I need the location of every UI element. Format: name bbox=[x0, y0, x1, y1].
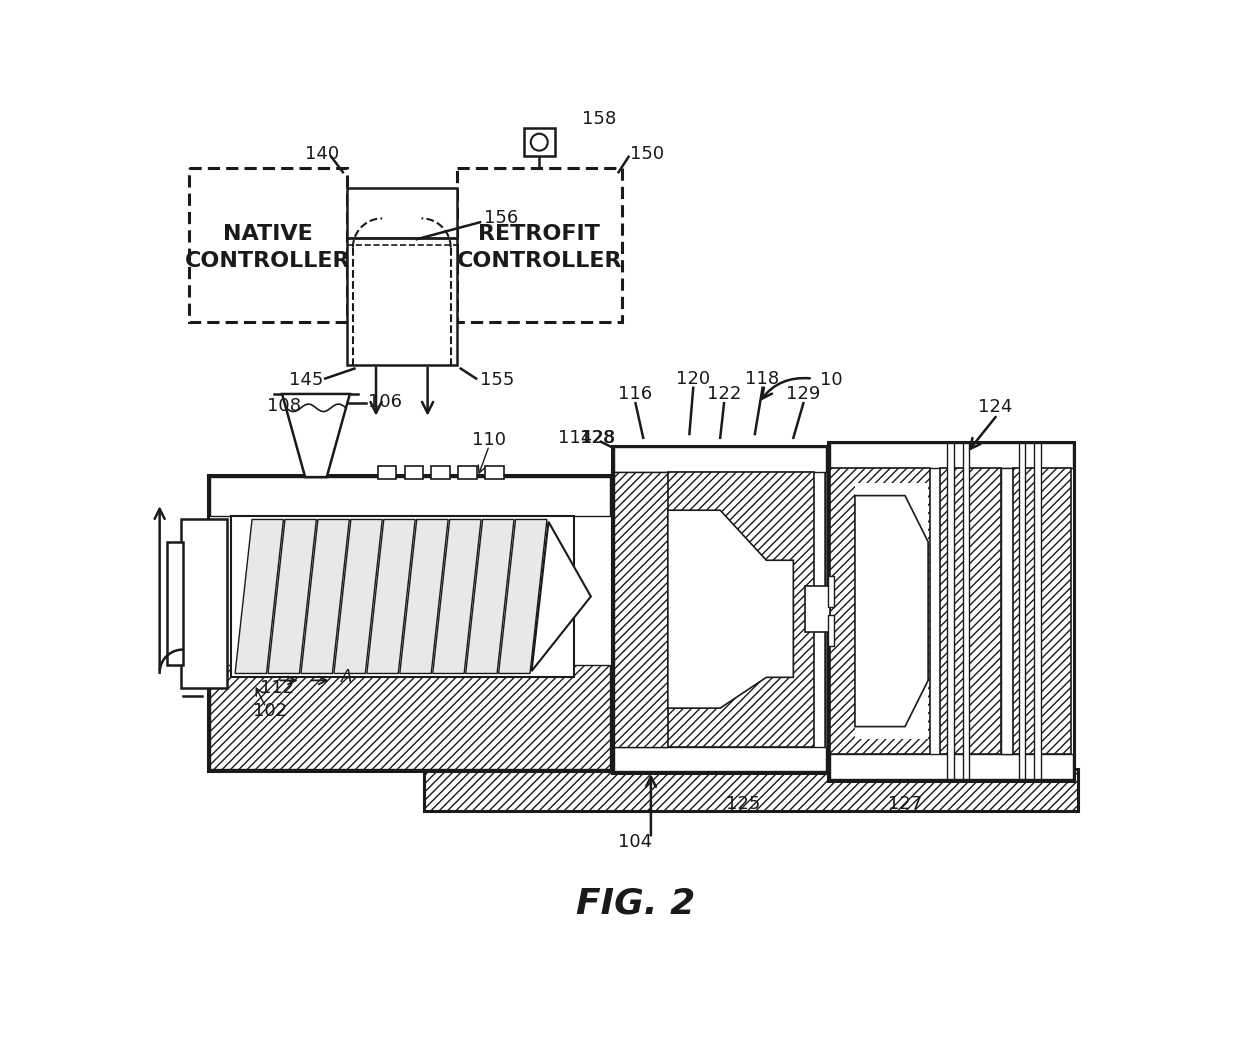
Polygon shape bbox=[433, 520, 481, 673]
Bar bbox=[167, 542, 182, 665]
Text: 102: 102 bbox=[253, 702, 286, 720]
Bar bbox=[1001, 468, 1013, 754]
Text: NATIVE: NATIVE bbox=[222, 224, 312, 244]
Polygon shape bbox=[236, 520, 284, 673]
Text: 125: 125 bbox=[727, 795, 760, 813]
Bar bbox=[830, 468, 930, 754]
Polygon shape bbox=[334, 520, 382, 673]
Bar bbox=[404, 466, 423, 480]
Text: 114: 114 bbox=[558, 428, 593, 447]
Text: 116: 116 bbox=[619, 385, 652, 403]
Bar bbox=[828, 576, 835, 607]
Bar bbox=[347, 188, 456, 364]
Text: 106: 106 bbox=[368, 393, 402, 411]
Text: 127: 127 bbox=[888, 795, 923, 813]
Bar bbox=[613, 445, 828, 773]
Bar bbox=[940, 468, 1001, 754]
Bar bbox=[962, 443, 968, 779]
Text: 150: 150 bbox=[630, 146, 665, 164]
Polygon shape bbox=[854, 496, 928, 727]
Text: 140: 140 bbox=[305, 146, 339, 164]
Text: 104: 104 bbox=[619, 833, 652, 852]
Bar bbox=[828, 442, 1074, 780]
Bar bbox=[208, 475, 613, 772]
Bar bbox=[830, 754, 1073, 779]
Text: 110: 110 bbox=[472, 432, 506, 449]
Bar bbox=[211, 477, 610, 516]
Polygon shape bbox=[466, 520, 515, 673]
Polygon shape bbox=[854, 483, 928, 739]
Bar bbox=[830, 443, 1073, 468]
Bar bbox=[459, 466, 477, 480]
Text: 10: 10 bbox=[821, 371, 843, 390]
Text: 128: 128 bbox=[582, 428, 616, 447]
Circle shape bbox=[531, 133, 548, 150]
Bar bbox=[424, 769, 1079, 812]
Bar bbox=[1034, 443, 1040, 779]
Text: 158: 158 bbox=[582, 110, 616, 128]
Text: 129: 129 bbox=[786, 385, 821, 403]
Polygon shape bbox=[281, 394, 350, 477]
Bar bbox=[377, 466, 396, 480]
Bar bbox=[614, 471, 668, 747]
Text: 120: 120 bbox=[676, 370, 711, 387]
Polygon shape bbox=[532, 522, 590, 671]
Bar bbox=[614, 447, 826, 471]
Bar bbox=[614, 747, 826, 772]
Text: 156: 156 bbox=[484, 209, 518, 228]
Text: 155: 155 bbox=[480, 371, 515, 390]
Bar bbox=[485, 466, 503, 480]
Bar bbox=[668, 471, 815, 747]
Bar bbox=[211, 665, 610, 769]
Text: 122: 122 bbox=[707, 385, 742, 403]
Bar bbox=[181, 519, 227, 688]
Text: 145: 145 bbox=[289, 371, 324, 390]
Text: 118: 118 bbox=[745, 370, 780, 387]
Bar bbox=[1013, 468, 1070, 754]
Bar bbox=[231, 516, 574, 677]
Polygon shape bbox=[367, 520, 415, 673]
Bar bbox=[188, 168, 347, 322]
Polygon shape bbox=[668, 510, 794, 708]
Text: 128: 128 bbox=[580, 428, 614, 447]
Bar bbox=[828, 615, 835, 646]
Text: 112: 112 bbox=[260, 679, 295, 697]
Polygon shape bbox=[399, 520, 448, 673]
Text: FIG. 2: FIG. 2 bbox=[575, 886, 696, 921]
Text: CONTROLLER: CONTROLLER bbox=[185, 251, 350, 271]
Text: 108: 108 bbox=[267, 397, 300, 415]
Polygon shape bbox=[301, 520, 350, 673]
Bar bbox=[947, 443, 954, 779]
Text: A: A bbox=[341, 668, 352, 686]
Polygon shape bbox=[268, 520, 316, 673]
Text: RETROFIT: RETROFIT bbox=[479, 224, 600, 244]
Text: 124: 124 bbox=[978, 398, 1013, 416]
Text: CONTROLLER: CONTROLLER bbox=[456, 251, 622, 271]
Bar bbox=[456, 168, 622, 322]
Bar bbox=[805, 586, 830, 632]
Bar bbox=[432, 466, 450, 480]
Bar bbox=[1019, 443, 1025, 779]
Bar bbox=[523, 128, 554, 156]
Polygon shape bbox=[498, 520, 547, 673]
